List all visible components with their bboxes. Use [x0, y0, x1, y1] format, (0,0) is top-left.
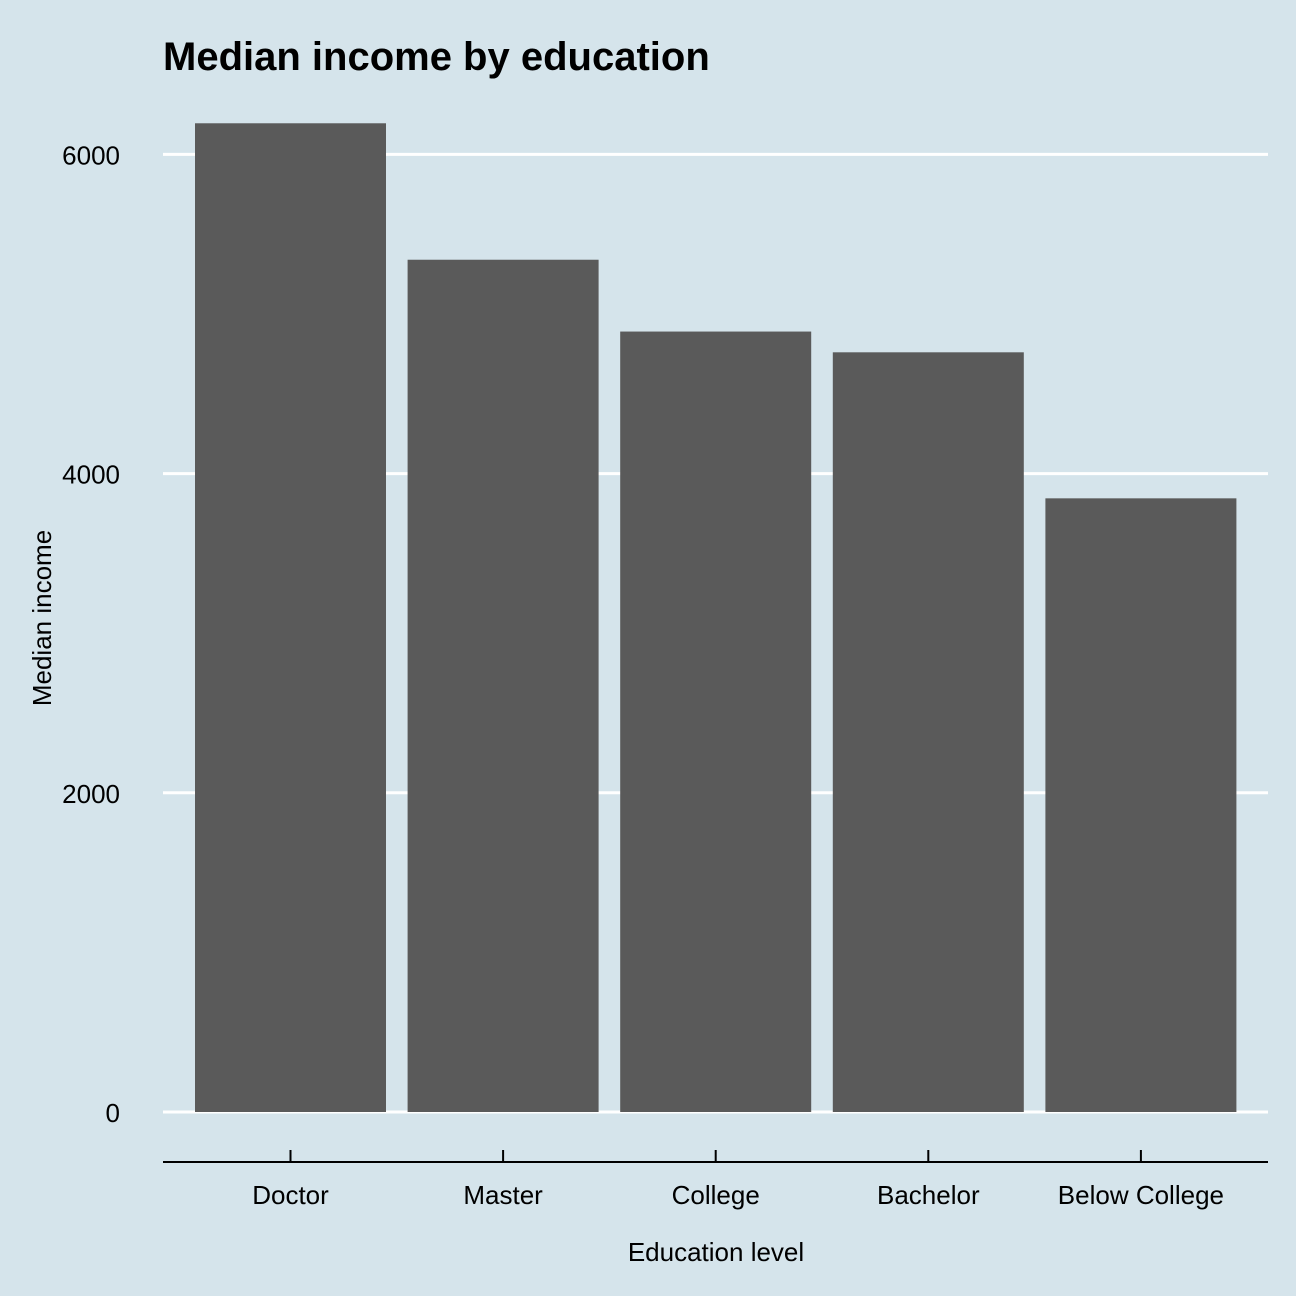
bar-master [407, 259, 599, 1113]
y-tick-label: 2000 [62, 779, 120, 809]
chart-title: Median income by education [163, 35, 710, 79]
x-tick-label: College [672, 1180, 760, 1210]
bar-bachelor [832, 352, 1024, 1113]
bar-doctor [195, 123, 386, 1112]
x-axis-label: Education level [628, 1237, 804, 1267]
bar-college [620, 331, 812, 1112]
y-tick-label: 4000 [62, 460, 120, 490]
x-tick-label: Master [463, 1180, 543, 1210]
y-tick-label: 6000 [62, 140, 120, 170]
x-tick-label: Below College [1058, 1180, 1224, 1210]
y-tick-label: 0 [106, 1098, 120, 1128]
x-tick-label: Bachelor [877, 1180, 980, 1210]
bar-below-college [1045, 498, 1237, 1112]
x-tick-label: Doctor [252, 1180, 329, 1210]
x-axis-ticks: Doctor Master College Bachelor Below College [252, 1150, 1224, 1210]
y-axis-ticks: 0 2000 4000 6000 [62, 140, 120, 1128]
bars [195, 123, 1237, 1113]
y-axis-label: Median income [27, 530, 57, 706]
